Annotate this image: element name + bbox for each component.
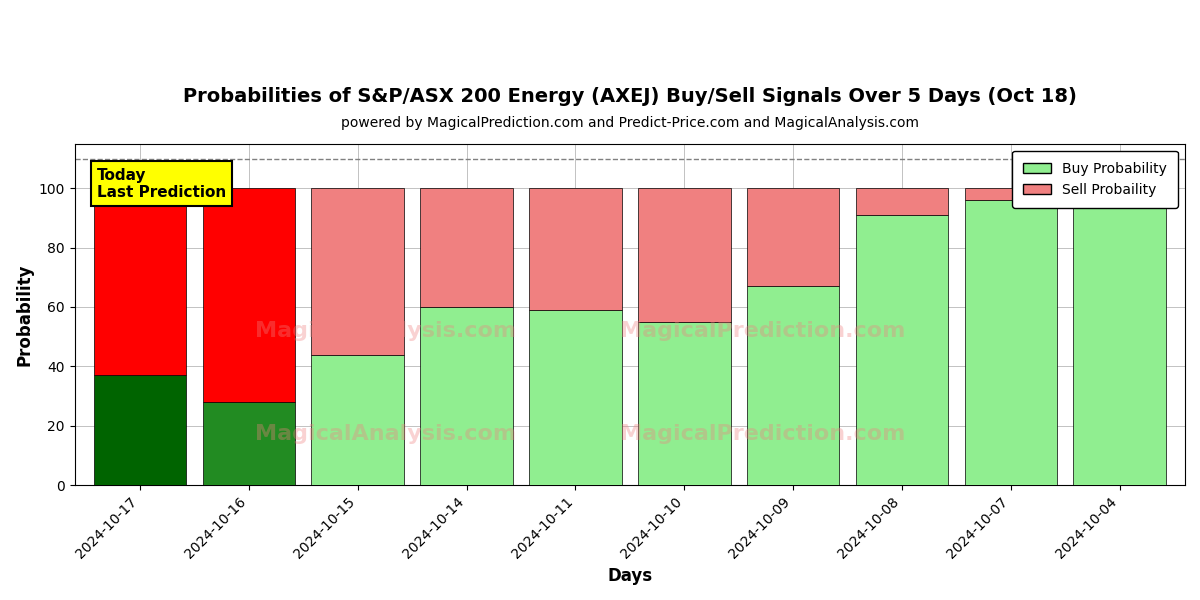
Bar: [94, 375, 186, 485]
Title: Probabilities of S&P/ASX 200 Energy (AXEJ) Buy/Sell Signals Over 5 Days (Oct 18): Probabilities of S&P/ASX 200 Energy (AXE…: [182, 87, 1076, 106]
Bar: [746, 188, 839, 286]
Text: MagicalAnalysis.com: MagicalAnalysis.com: [254, 424, 516, 444]
Text: MagicalAnalysis.com: MagicalAnalysis.com: [254, 322, 516, 341]
Bar: [529, 188, 622, 310]
Bar: [746, 286, 839, 485]
Bar: [856, 215, 948, 485]
Bar: [420, 188, 512, 307]
Bar: [965, 200, 1057, 485]
Bar: [965, 188, 1057, 200]
Bar: [856, 188, 948, 215]
Text: powered by MagicalPrediction.com and Predict-Price.com and MagicalAnalysis.com: powered by MagicalPrediction.com and Pre…: [341, 116, 919, 130]
Bar: [638, 188, 731, 322]
Bar: [420, 307, 512, 485]
Bar: [203, 188, 295, 402]
Bar: [529, 310, 622, 485]
Bar: [94, 188, 186, 375]
Bar: [312, 355, 404, 485]
Text: MagicalPrediction.com: MagicalPrediction.com: [620, 424, 906, 444]
Text: MagicalPrediction.com: MagicalPrediction.com: [620, 322, 906, 341]
X-axis label: Days: Days: [607, 567, 653, 585]
Bar: [312, 188, 404, 355]
Y-axis label: Probability: Probability: [16, 263, 34, 365]
Legend: Buy Probability, Sell Probaility: Buy Probability, Sell Probaility: [1012, 151, 1178, 208]
Bar: [1074, 188, 1166, 485]
Text: Today
Last Prediction: Today Last Prediction: [97, 167, 226, 200]
Bar: [638, 322, 731, 485]
Bar: [203, 402, 295, 485]
